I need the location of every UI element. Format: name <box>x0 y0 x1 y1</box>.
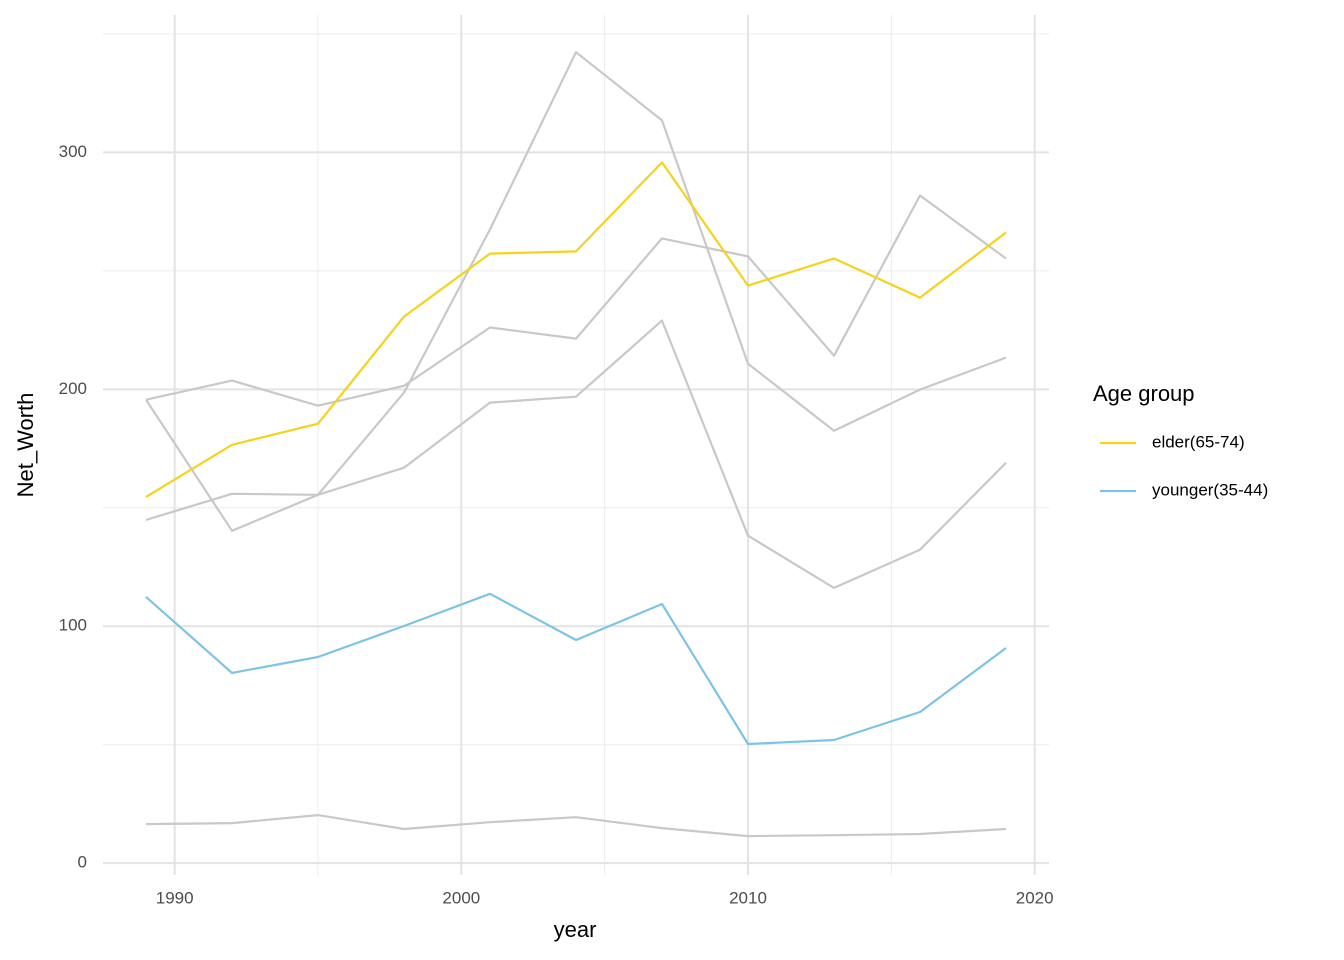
series-line <box>145 161 1007 498</box>
x-axis-title: year <box>554 917 597 942</box>
x-tick-label: 2020 <box>1016 888 1054 907</box>
legend-label: younger(35-44) <box>1152 480 1268 499</box>
series-line <box>145 194 1007 407</box>
plot-layer: 1990 2000 2010 2020 0 100 200 300 elder(65-74) yo… <box>59 15 1268 907</box>
y-axis-title: Net_Worth <box>13 393 38 498</box>
y-tick-label: 0 <box>78 853 87 872</box>
series-line <box>145 592 1007 746</box>
x-tick-label: 2000 <box>442 888 480 907</box>
x-tick-label: 1990 <box>156 888 194 907</box>
y-tick-label: 200 <box>59 379 87 398</box>
legend-label: elder(65-74) <box>1152 432 1245 451</box>
y-tick-label: 100 <box>59 616 87 635</box>
legend-title: Age group <box>1093 381 1195 406</box>
series-line <box>145 813 1007 838</box>
series-line <box>145 319 1007 590</box>
x-tick-label: 2010 <box>729 888 767 907</box>
series-line <box>145 51 1007 532</box>
y-tick-label: 300 <box>59 142 87 161</box>
